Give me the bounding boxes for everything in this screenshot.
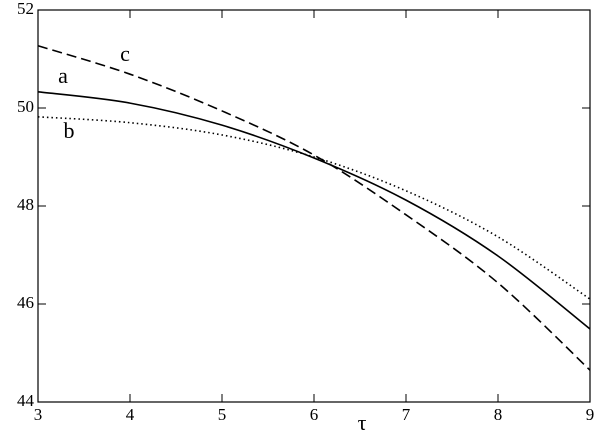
x-tick-label: 7 — [402, 405, 411, 424]
x-tick-label: 6 — [310, 405, 319, 424]
x-axis-label: τ — [358, 410, 367, 435]
x-tick-label: 9 — [586, 405, 595, 424]
plot-frame — [37, 9, 591, 403]
y-tick-label: 44 — [17, 391, 35, 410]
x-tick-label: 8 — [494, 405, 503, 424]
y-tick-label: 46 — [17, 293, 34, 312]
y-tick-label: 52 — [17, 0, 34, 18]
series-line — [37, 45, 591, 371]
series-label: c — [120, 41, 130, 66]
series-line — [37, 116, 591, 300]
series-line — [37, 91, 591, 330]
y-tick-label: 50 — [17, 97, 34, 116]
x-tick-label: 3 — [34, 405, 43, 424]
x-tick-label: 4 — [126, 405, 135, 424]
x-tick-label: 5 — [218, 405, 227, 424]
y-tick-label: 48 — [17, 195, 34, 214]
series-label: b — [64, 118, 75, 143]
series-label: a — [58, 63, 68, 88]
